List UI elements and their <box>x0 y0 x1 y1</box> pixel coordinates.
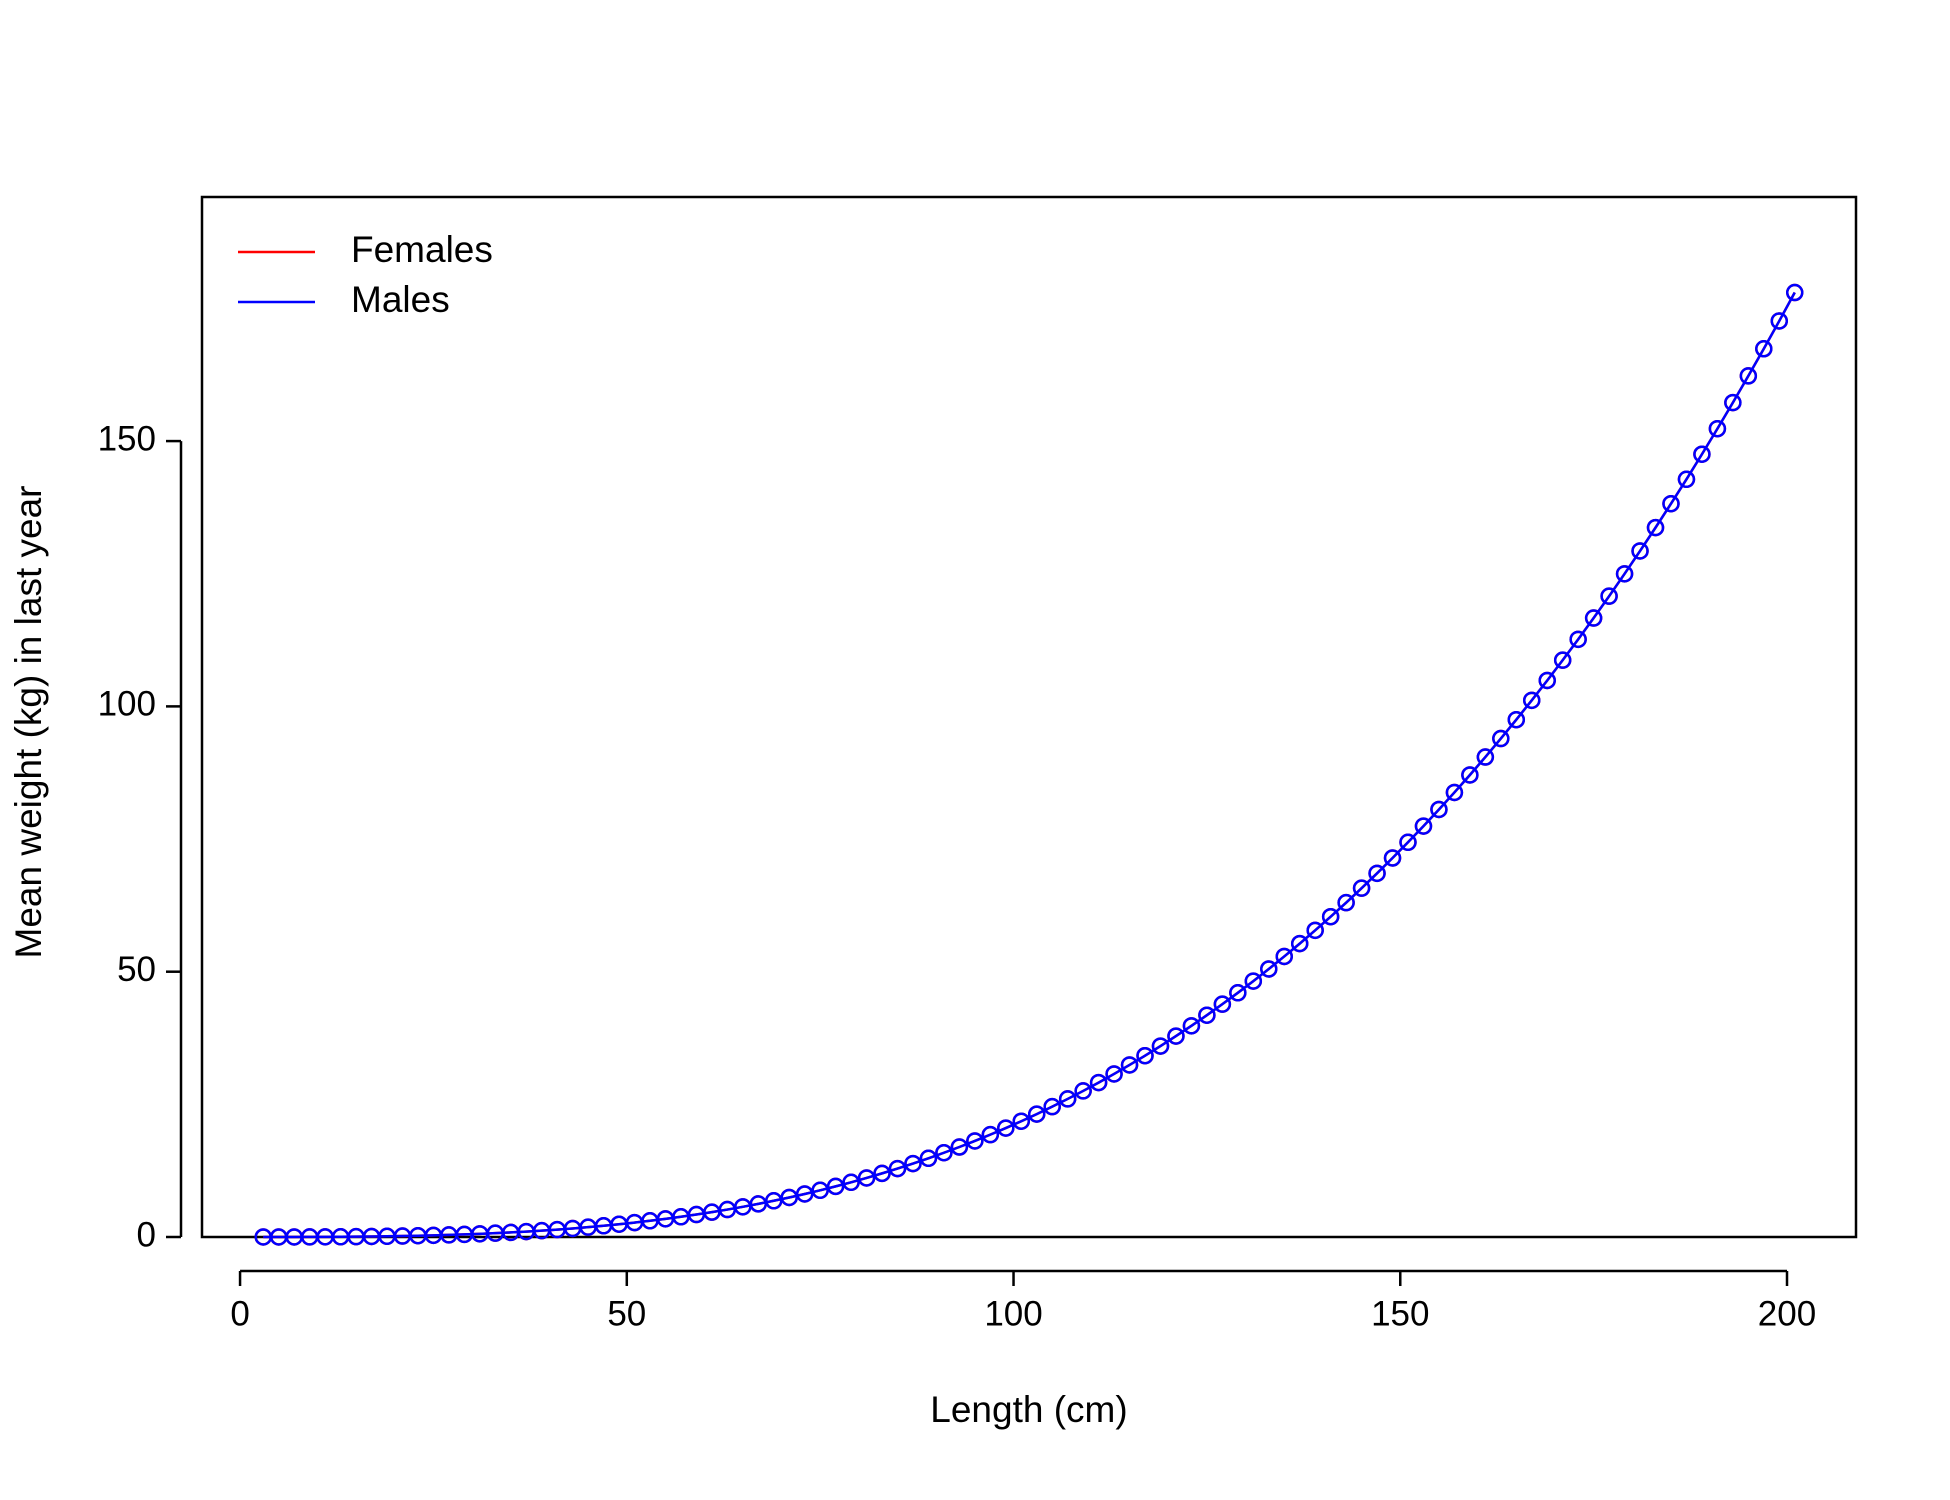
y-tick-label: 0 <box>137 1215 156 1254</box>
data-point <box>1275 947 1293 966</box>
data-point <box>1461 766 1479 784</box>
data-point <box>1399 833 1417 852</box>
data-point <box>1352 879 1371 897</box>
y-axis-label: Mean weight (kg) in last year <box>8 486 49 959</box>
data-point <box>888 1159 907 1178</box>
data-point <box>904 1154 922 1173</box>
data-point <box>1306 921 1324 940</box>
data-point <box>1677 470 1696 489</box>
data-point <box>1553 651 1572 669</box>
data-point <box>1043 1097 1061 1116</box>
data-point <box>1089 1073 1108 1092</box>
x-tick-label: 0 <box>230 1294 249 1333</box>
x-tick-label: 100 <box>984 1294 1042 1333</box>
data-point <box>1569 630 1587 649</box>
data-point <box>1430 800 1448 819</box>
data-point <box>1136 1046 1154 1065</box>
y-tick-label: 100 <box>98 685 156 724</box>
legend-label: Females <box>351 229 493 270</box>
data-point <box>1600 587 1618 605</box>
y-tick-label: 50 <box>117 950 156 989</box>
data-point <box>981 1125 1000 1144</box>
series-line <box>263 291 1796 1239</box>
data-point <box>1383 849 1402 867</box>
data-point <box>1244 972 1263 990</box>
data-point <box>1229 984 1247 1002</box>
data-point <box>1058 1090 1077 1108</box>
data-point <box>1321 907 1340 926</box>
data-point <box>1693 445 1711 463</box>
plot-frame <box>200 195 1858 1239</box>
x-axis-label: Length (cm) <box>930 1389 1127 1430</box>
data-point <box>1213 995 1232 1013</box>
data-point <box>1708 419 1727 438</box>
x-tick-label: 200 <box>1758 1294 1816 1333</box>
data-point <box>997 1119 1015 1137</box>
y-tick-label: 150 <box>98 419 156 458</box>
data-point <box>1151 1037 1170 1055</box>
data-point <box>1584 609 1603 627</box>
data-point <box>1755 340 1773 358</box>
legend-label: Males <box>351 279 450 320</box>
data-point <box>966 1132 984 1150</box>
data-point <box>1337 893 1355 912</box>
data-point <box>857 1169 876 1187</box>
data-point <box>795 1185 814 1203</box>
data-point <box>1492 729 1510 748</box>
data-point <box>1414 817 1433 835</box>
data-point <box>919 1149 938 1168</box>
data-point <box>1167 1027 1185 1045</box>
data-point <box>1739 367 1758 385</box>
data-point <box>1182 1017 1201 1035</box>
data-point <box>950 1138 969 1156</box>
data-point <box>826 1177 845 1196</box>
data-point <box>1198 1006 1216 1024</box>
data-point <box>1368 864 1386 883</box>
data-point <box>1445 783 1464 802</box>
data-point <box>1027 1105 1046 1123</box>
data-point <box>873 1164 891 1183</box>
data-point <box>1538 671 1556 690</box>
data-point <box>935 1143 953 1162</box>
series-line <box>263 291 1796 1239</box>
data-point <box>1646 518 1665 537</box>
data-point <box>1615 565 1634 583</box>
data-point <box>1724 393 1742 412</box>
data-point <box>811 1181 829 1200</box>
data-point <box>1260 960 1278 978</box>
data-point <box>1523 691 1541 710</box>
data-point <box>1770 312 1789 330</box>
data-point <box>1074 1082 1092 1100</box>
data-point <box>1662 494 1680 513</box>
data-point <box>1290 934 1309 953</box>
data-point <box>1785 283 1804 302</box>
x-tick-label: 50 <box>607 1294 646 1333</box>
data-point <box>842 1173 860 1192</box>
data-point <box>1120 1056 1139 1074</box>
x-tick-label: 150 <box>1371 1294 1429 1333</box>
data-point <box>1631 542 1649 560</box>
data-point <box>1476 748 1495 766</box>
data-point <box>1012 1112 1031 1130</box>
data-point <box>1507 710 1526 729</box>
data-point <box>1105 1065 1123 1083</box>
